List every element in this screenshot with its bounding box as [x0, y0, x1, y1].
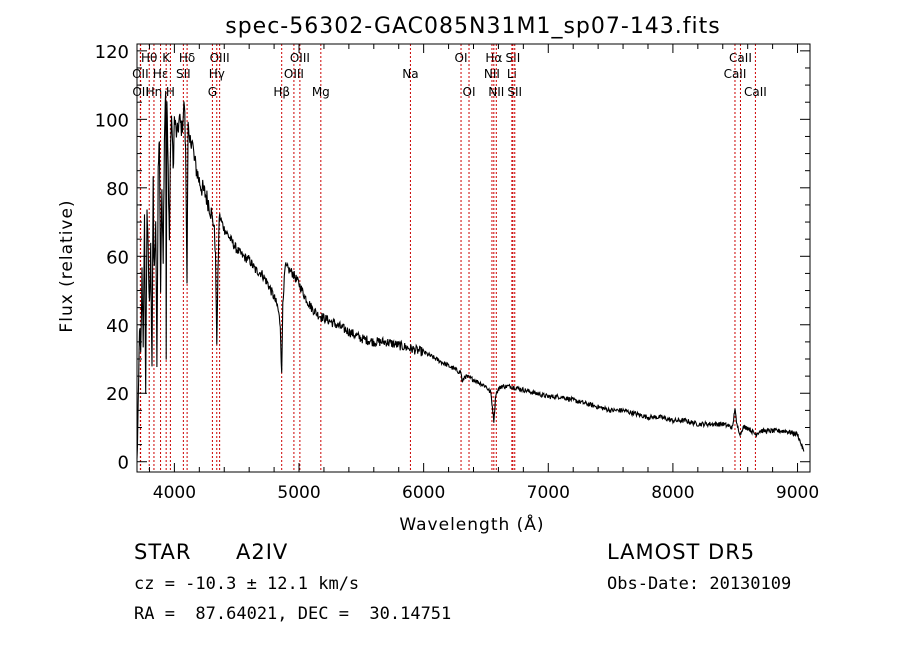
y-tick-label-5: 100 [95, 110, 129, 131]
marker-label-22: SII [506, 51, 521, 65]
marker-label-3: Hη [146, 85, 163, 99]
marker-label-16: Na [402, 67, 418, 81]
marker-label-0: Hθ [141, 51, 157, 65]
y-axis-label: Flux (relative) [57, 199, 77, 332]
marker-label-11: G [208, 85, 217, 99]
marker-label-4: Hε [153, 67, 169, 81]
y-tick-label-3: 60 [106, 247, 129, 268]
y-tick-label-2: 40 [106, 316, 129, 337]
marker-label-15: Mg [312, 85, 330, 99]
spectrum-line [136, 90, 805, 459]
marker-label-10: Hγ [209, 67, 225, 81]
marker-label-6: H [166, 85, 175, 99]
object-subclass: A2IV [236, 540, 289, 564]
redshift-line: cz = -10.3 ± 12.1 km/s [134, 574, 360, 594]
marker-label-2: OII [132, 85, 149, 99]
marker-label-27: CaII [744, 85, 767, 99]
marker-label-9: OIII [210, 51, 230, 65]
marker-label-26: CaII [724, 67, 747, 81]
y-tick-label-6: 120 [95, 42, 129, 63]
chart-title: spec-56302-GAC085N31M1_sp07-143.fits [225, 14, 721, 39]
marker-label-7: Hδ [179, 51, 195, 65]
y-tick-label-4: 80 [106, 179, 129, 200]
marker-label-21: NII [488, 85, 504, 99]
survey-name: LAMOST DR5 [607, 540, 756, 564]
marker-label-23: Li [507, 67, 517, 81]
x-axis-label: Wavelength (Å) [399, 513, 544, 535]
y-tick-label-1: 20 [106, 384, 129, 405]
x-tick-label-3: 7000 [527, 483, 570, 503]
coordinates-line: RA = 87.64021, DEC = 30.14751 [134, 604, 452, 624]
marker-label-25: CaII [729, 51, 752, 65]
x-tick-label-4: 8000 [651, 483, 694, 503]
plot-frame [136, 43, 811, 473]
x-tick-label-0: 4000 [153, 483, 196, 503]
marker-label-13: OIII [284, 67, 304, 81]
x-tick-label-5: 9000 [776, 483, 819, 503]
axes-layer: 4000 5000 6000 7000 8000 9000 0 20 40 60 80 100 120 [95, 42, 820, 503]
marker-label-18: OI [463, 85, 476, 99]
marker-label-17: OI [455, 51, 468, 65]
x-tick-label-2: 6000 [402, 483, 445, 503]
x-tick-label-1: 5000 [277, 483, 320, 503]
obs-date-line: Obs-Date: 20130109 [607, 574, 792, 594]
marker-label-5: K [162, 51, 171, 65]
marker-label-14: OIII [290, 51, 310, 65]
marker-label-20: NII [484, 67, 500, 81]
marker-label-19: Hα [485, 51, 502, 65]
y-tick-label-0: 0 [118, 453, 129, 474]
marker-label-24: SII [507, 85, 522, 99]
marker-label-12: Hβ [273, 85, 290, 99]
marker-label-8: SII [176, 67, 191, 81]
object-class: STAR [134, 540, 192, 564]
plot-layer [136, 90, 805, 459]
